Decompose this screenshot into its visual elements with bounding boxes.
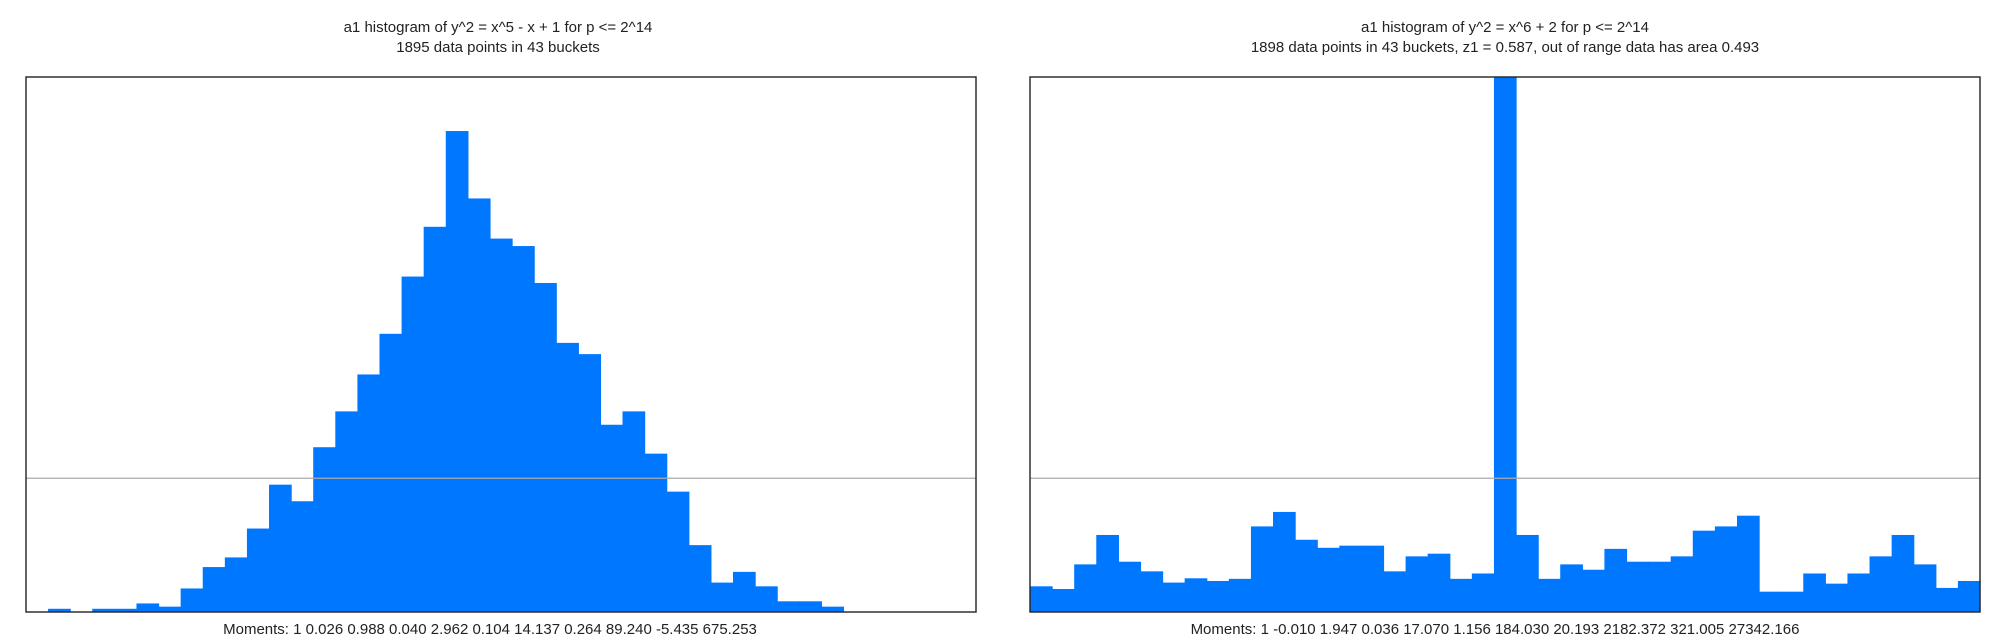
chart-title: a1 histogram of y^2 = x^5 - x + 1 for p …	[344, 19, 653, 36]
histogram-bar	[1582, 569, 1606, 612]
histogram-bar	[114, 608, 138, 612]
histogram-bar	[1604, 548, 1628, 612]
chart-subtitle: 1895 data points in 43 buckets	[396, 39, 599, 56]
plot-frame	[25, 76, 977, 613]
histogram-bar	[489, 238, 513, 612]
histogram-bar	[1162, 582, 1186, 612]
histogram-bar	[1184, 578, 1208, 612]
histogram-bar	[445, 131, 469, 612]
histogram-bar	[1339, 545, 1362, 612]
histogram-bar	[1250, 526, 1274, 612]
histogram-bar	[1869, 556, 1893, 612]
histogram-bar	[688, 545, 712, 613]
histogram-bar	[92, 608, 115, 612]
histogram-bar	[48, 608, 71, 612]
histogram-bar	[1759, 591, 1782, 612]
histogram-bar	[556, 342, 579, 612]
histogram-bar	[423, 226, 447, 613]
histogram-bar	[1781, 591, 1804, 612]
histogram-bar	[1030, 586, 1053, 612]
histogram-bar	[644, 453, 668, 612]
plot-frame	[1029, 76, 1981, 613]
histogram-bar	[732, 571, 756, 613]
histogram-bar	[1361, 545, 1385, 612]
histogram-bar	[1493, 77, 1517, 612]
histogram-bar	[335, 411, 358, 613]
histogram-bar	[1560, 564, 1583, 612]
histogram-bar	[1648, 561, 1672, 612]
histogram-bar	[467, 198, 491, 612]
histogram-bar	[821, 606, 845, 612]
histogram-bar	[246, 528, 270, 612]
histogram-bar	[1891, 534, 1915, 612]
histogram-bar	[136, 603, 160, 612]
histogram-bar	[1803, 573, 1826, 612]
moments-footer: Moments: 1 0.026 0.988 0.040 2.962 0.104…	[223, 621, 757, 638]
histogram-bar	[1538, 578, 1561, 612]
histogram-bar	[755, 586, 778, 612]
histogram-bar	[202, 567, 226, 612]
histogram-bar	[1383, 571, 1407, 612]
histogram-bar	[1118, 561, 1142, 612]
histogram-bar	[1295, 539, 1318, 612]
histogram-bar	[224, 557, 248, 612]
histogram-bar	[1074, 564, 1097, 612]
histogram-bar	[578, 354, 602, 612]
histogram-bar	[1405, 556, 1429, 612]
histogram-bar	[313, 447, 336, 612]
histogram-bar	[1825, 583, 1849, 612]
moments-footer: Moments: 1 -0.010 1.947 0.036 17.070 1.1…	[1191, 621, 1800, 638]
histogram-bar	[1736, 515, 1760, 612]
histogram-bar	[401, 276, 425, 612]
histogram-bar	[1471, 573, 1495, 612]
histogram-bar	[1449, 578, 1473, 612]
histogram-bar	[1626, 561, 1650, 612]
histogram-bar	[666, 491, 690, 613]
chart-subtitle: 1898 data points in 43 buckets, z1 = 0.5…	[1251, 39, 1759, 56]
histogram-bar	[534, 282, 557, 612]
histogram-bar	[1957, 580, 1981, 612]
histogram-bar	[1516, 534, 1539, 612]
histogram-bar	[1427, 553, 1451, 612]
histogram-bar	[1670, 556, 1694, 612]
histogram-bar	[1228, 578, 1252, 612]
histogram-bar	[777, 601, 800, 612]
chart-title: a1 histogram of y^2 = x^6 + 2 for p <= 2…	[1361, 19, 1649, 36]
histogram-bar	[1692, 530, 1716, 612]
histogram-bar	[1714, 526, 1738, 612]
histogram-bar	[1140, 571, 1164, 612]
histogram-bar	[1206, 580, 1230, 612]
histogram-bar	[291, 501, 314, 612]
histogram-bar	[158, 606, 182, 612]
histogram-bar	[1317, 547, 1340, 612]
histogram-bar	[1935, 587, 1959, 612]
histogram-bar	[1273, 511, 1296, 612]
histogram-bar	[600, 424, 624, 612]
histogram-bar	[622, 411, 646, 613]
histogram-bar	[357, 374, 381, 612]
histogram-bar	[180, 588, 204, 612]
histogram-bar	[1096, 534, 1119, 612]
histogram-bar	[512, 246, 535, 612]
histogram-bar	[1847, 573, 1871, 612]
histogram-bar	[269, 484, 292, 612]
histogram-bar	[379, 333, 403, 612]
histogram-bar	[1913, 564, 1937, 612]
histogram-bar	[799, 601, 822, 612]
histogram-bar	[710, 582, 734, 612]
histogram-bar	[1052, 589, 1075, 612]
